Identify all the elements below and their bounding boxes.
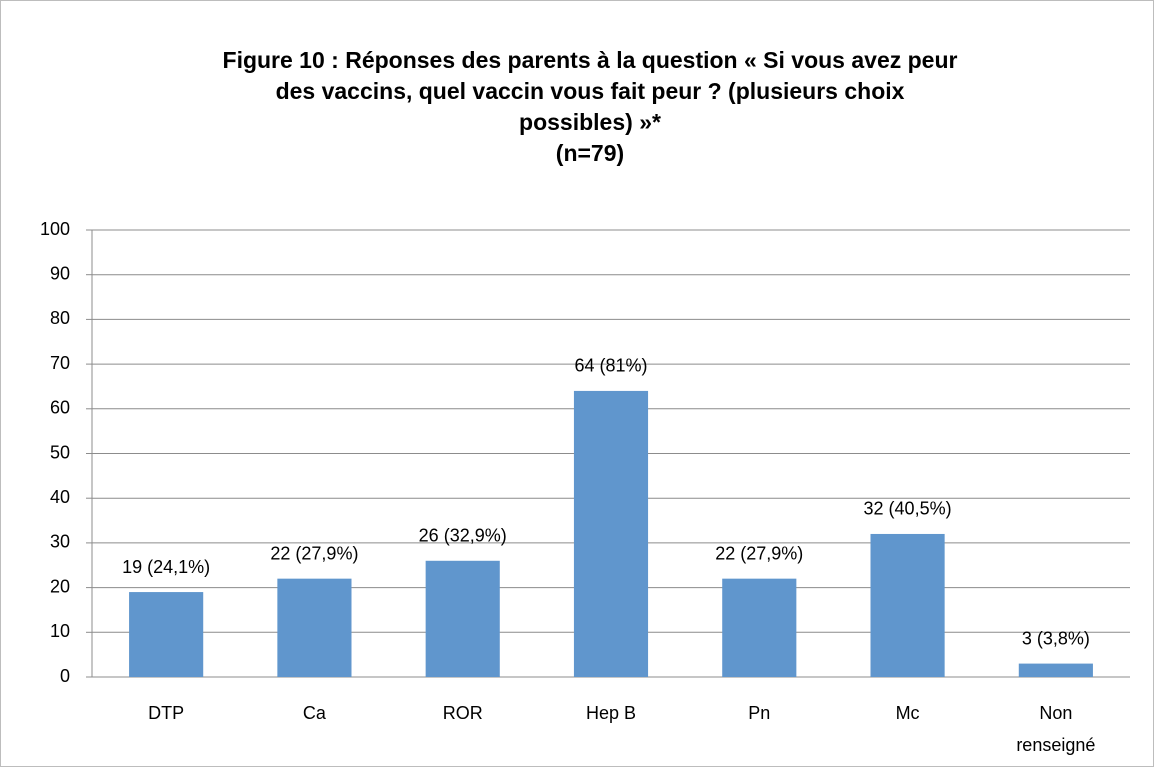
- data-label: 26 (32,9%): [419, 526, 507, 546]
- data-label: 32 (40,5%): [864, 499, 952, 519]
- x-tick-label: Non renseigné: [1016, 703, 1096, 755]
- bar: [1018, 663, 1093, 677]
- data-label: 22 (27,9%): [270, 543, 358, 563]
- data-label: 3 (3,8%): [1022, 628, 1090, 648]
- y-tick-label: 40: [50, 487, 70, 507]
- y-tick-label: 30: [50, 532, 70, 552]
- y-tick-label: 50: [50, 442, 70, 462]
- x-tick-label: Hep B: [585, 703, 637, 723]
- bar: [870, 533, 945, 677]
- x-tick-label: ROR: [442, 703, 483, 723]
- y-tick-label: 60: [50, 398, 70, 418]
- bar: [277, 578, 352, 677]
- x-tick-label: Pn: [748, 703, 771, 723]
- y-tick-label: 100: [40, 219, 70, 239]
- y-tick-label: 70: [50, 353, 70, 373]
- x-tick-label: DTP: [148, 703, 185, 723]
- y-tick-label: 90: [50, 263, 70, 283]
- bar: [129, 592, 204, 677]
- chart-title: (n=79): [556, 140, 624, 166]
- bar: [573, 390, 649, 677]
- chart-title: des vaccins, quel vaccin vous fait peur …: [276, 78, 905, 104]
- x-tick-label: Ca: [302, 703, 326, 723]
- bar: [722, 578, 797, 677]
- y-tick-label: 10: [50, 621, 70, 641]
- data-label: 19 (24,1%): [122, 557, 210, 577]
- bar: [425, 560, 500, 677]
- y-tick-label: 20: [50, 576, 70, 596]
- data-label: 64 (81%): [574, 356, 647, 376]
- chart-title: Figure 10 : Réponses des parents à la qu…: [223, 47, 958, 73]
- y-tick-label: 0: [60, 666, 70, 686]
- y-tick-label: 80: [50, 308, 70, 328]
- data-label: 22 (27,9%): [715, 543, 803, 563]
- chart-title: possibles) »*: [519, 109, 661, 135]
- x-tick-label: Mc: [895, 703, 920, 723]
